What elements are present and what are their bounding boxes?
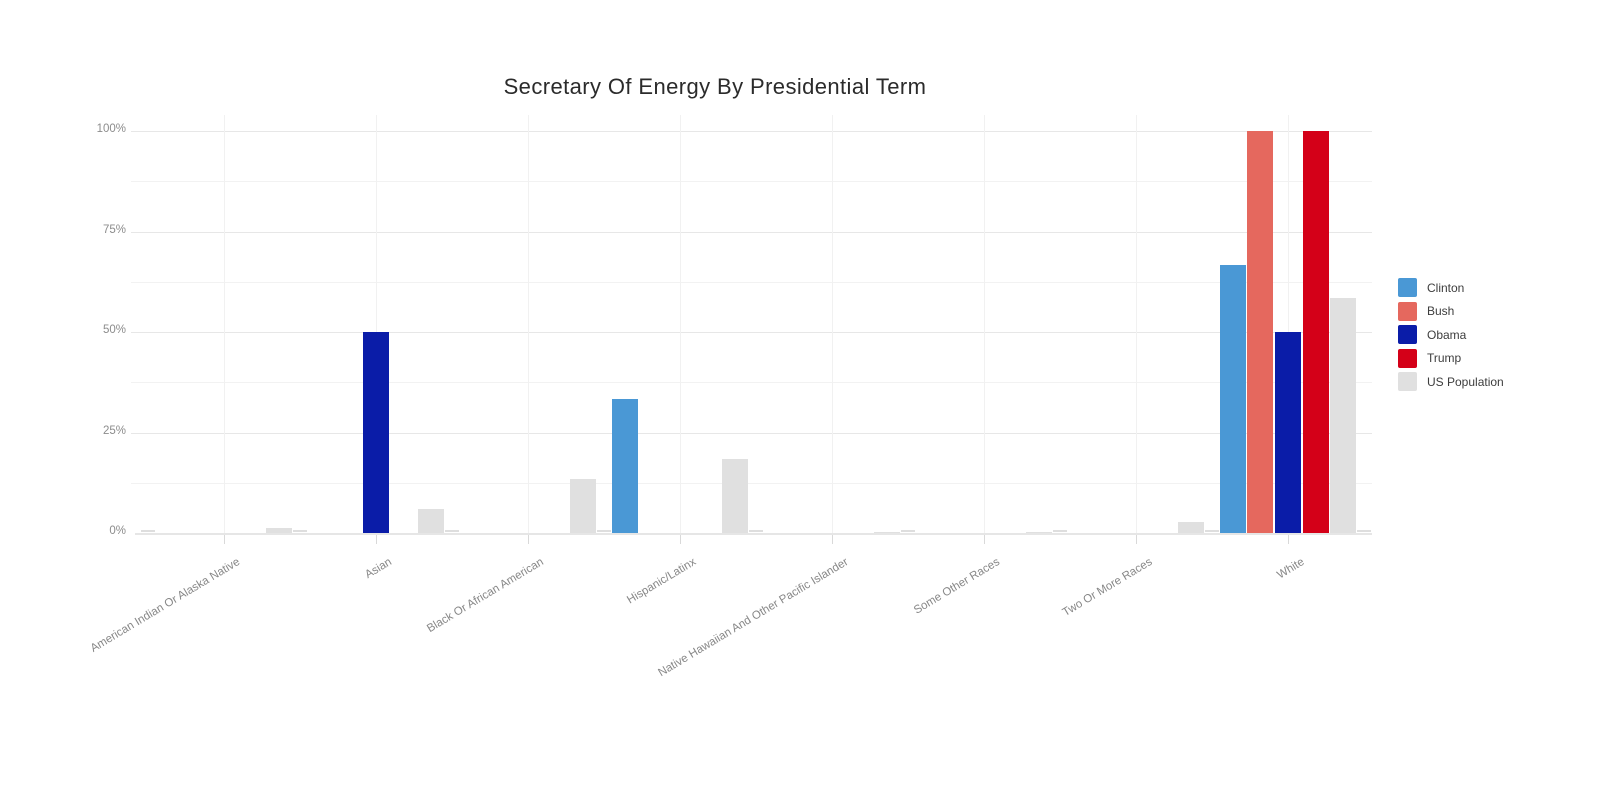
legend: Clinton Bush Obama Trump US Population — [1398, 278, 1504, 391]
gridline-minor — [131, 281, 1372, 283]
legend-swatch-bush — [1398, 301, 1417, 321]
bar-us-population[interactable] — [418, 509, 445, 533]
bar-obama[interactable] — [363, 332, 389, 533]
category-gridline — [376, 115, 377, 533]
bar-us-population[interactable] — [1330, 298, 1357, 533]
bar-us-population[interactable] — [874, 532, 901, 533]
axis-boundary-tick — [597, 530, 611, 532]
x-axis-tick — [1288, 535, 1289, 544]
x-axis-tick — [1136, 535, 1137, 544]
x-axis-tick — [680, 535, 681, 544]
category-gridline — [1288, 115, 1289, 533]
x-axis-tick — [528, 535, 529, 544]
y-axis-label: 50% — [102, 324, 126, 336]
gridline-major — [131, 231, 1372, 233]
y-axis-label: 100% — [96, 123, 126, 135]
legend-item-clinton[interactable]: Clinton — [1398, 278, 1504, 297]
x-axis-label: Asian — [363, 556, 395, 582]
bar-us-population[interactable] — [570, 479, 597, 533]
chart-title: Secretary Of Energy By Presidential Term — [503, 74, 927, 99]
category-gridline — [984, 115, 985, 533]
bar-obama[interactable] — [1275, 332, 1301, 533]
legend-swatch-clinton — [1398, 278, 1417, 297]
bar-us-population[interactable] — [1026, 531, 1053, 533]
axis-boundary-tick — [1053, 530, 1067, 532]
plot-area — [131, 112, 1372, 544]
legend-item-bush[interactable]: Bush — [1398, 301, 1504, 321]
x-axis-label: Two Or More Races — [1060, 556, 1155, 619]
gridline-minor — [131, 482, 1372, 484]
category-gridline — [832, 115, 833, 533]
x-axis-label: White — [1274, 556, 1307, 582]
category-gridline — [1136, 115, 1137, 533]
axis-boundary-tick — [749, 530, 763, 532]
legend-swatch-us-population — [1398, 372, 1417, 391]
bar-us-population[interactable] — [1178, 521, 1205, 533]
gridline-minor — [131, 181, 1372, 183]
x-axis-label: American Indian Or Alaska Native — [88, 556, 243, 655]
axis-boundary-tick — [293, 530, 307, 532]
legend-item-obama[interactable]: Obama — [1398, 325, 1504, 344]
bar-bush[interactable] — [1247, 131, 1274, 533]
axis-boundary-tick — [1205, 530, 1219, 532]
x-axis-label: Hispanic/Latinx — [625, 556, 699, 607]
gridline-major — [131, 432, 1372, 434]
category-gridline — [528, 115, 529, 533]
legend-label: Clinton — [1427, 280, 1465, 295]
legend-label: US Population — [1427, 374, 1504, 389]
legend-item-us-population[interactable]: US Population — [1398, 372, 1504, 391]
category-gridline — [680, 115, 681, 533]
x-axis-label: Black Or African American — [425, 556, 547, 636]
bar-clinton[interactable] — [611, 399, 638, 533]
legend-label: Obama — [1427, 327, 1467, 342]
legend-swatch-trump — [1398, 348, 1417, 368]
bar-us-population[interactable] — [722, 458, 749, 533]
y-axis-label: 0% — [109, 525, 126, 537]
gridline-minor — [131, 382, 1372, 384]
x-axis-label: Some Other Races — [912, 556, 1003, 617]
x-axis-tick — [376, 535, 377, 544]
x-axis-tick — [832, 535, 833, 544]
bar-clinton[interactable] — [1219, 264, 1246, 533]
y-axis-label: 75% — [102, 223, 126, 236]
category-gridline — [224, 115, 225, 533]
axis-boundary-tick — [1357, 530, 1371, 532]
legend-item-trump[interactable]: Trump — [1398, 348, 1504, 368]
bar-trump[interactable] — [1302, 131, 1329, 533]
x-axis-tick — [984, 535, 985, 544]
y-axis-label: 25% — [102, 424, 126, 437]
axis-boundary-tick — [141, 530, 155, 532]
legend-label: Bush — [1427, 304, 1455, 318]
legend-swatch-obama — [1398, 325, 1417, 344]
bar-us-population[interactable] — [266, 527, 293, 533]
x-axis-label: Native Hawaiian And Other Pacific Island… — [656, 556, 851, 680]
gridline-major — [131, 131, 1372, 132]
axis-boundary-tick — [445, 530, 459, 532]
legend-label: Trump — [1427, 351, 1462, 365]
axis-boundary-tick — [901, 530, 915, 532]
x-axis-tick — [224, 535, 225, 544]
gridline-major — [131, 332, 1372, 333]
